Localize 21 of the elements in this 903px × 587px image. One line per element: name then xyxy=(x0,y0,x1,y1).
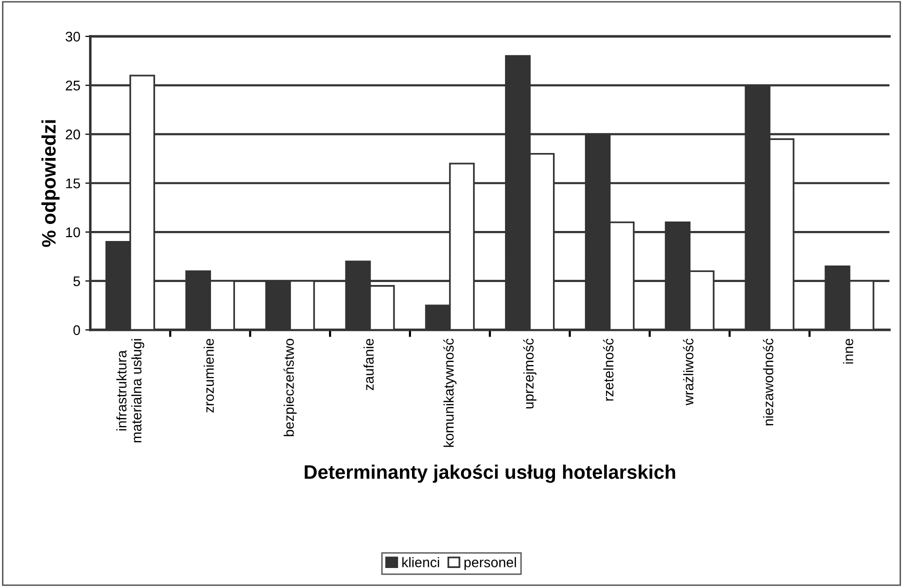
y-tick-label: 10 xyxy=(66,227,80,238)
y-tick-label: 5 xyxy=(73,276,80,286)
legend-label: personel xyxy=(464,557,516,570)
y-tick-label: 25 xyxy=(66,80,80,90)
x-tick-label: zaufanie xyxy=(364,338,374,390)
y-tick-label: 30 xyxy=(66,32,80,42)
y-axis-title: % odpowiedzi xyxy=(41,120,60,247)
x-tick-label: inne xyxy=(843,338,854,364)
x-axis-title: Determinanty jakości usług hotelarskich xyxy=(304,464,676,483)
x-tick-label: rzetelność xyxy=(603,338,614,401)
legend-label: klienci xyxy=(402,557,440,568)
x-tick-label: bezpieczeństwo xyxy=(284,338,297,436)
y-tick-label: 15 xyxy=(66,178,80,188)
x-tick-label: wrażliwość xyxy=(683,338,694,406)
x-tick-label: zrozumienie xyxy=(204,338,214,413)
x-tick-label: uprzejmość xyxy=(523,338,536,408)
y-tick-label: 0 xyxy=(73,325,80,336)
y-tick-label: 20 xyxy=(66,130,80,140)
x-tick-label: komunikatywność xyxy=(443,338,456,447)
x-tick-label: niezawodność xyxy=(762,338,774,426)
x-tick-label: infrastruktura materialna usługi xyxy=(116,339,144,442)
